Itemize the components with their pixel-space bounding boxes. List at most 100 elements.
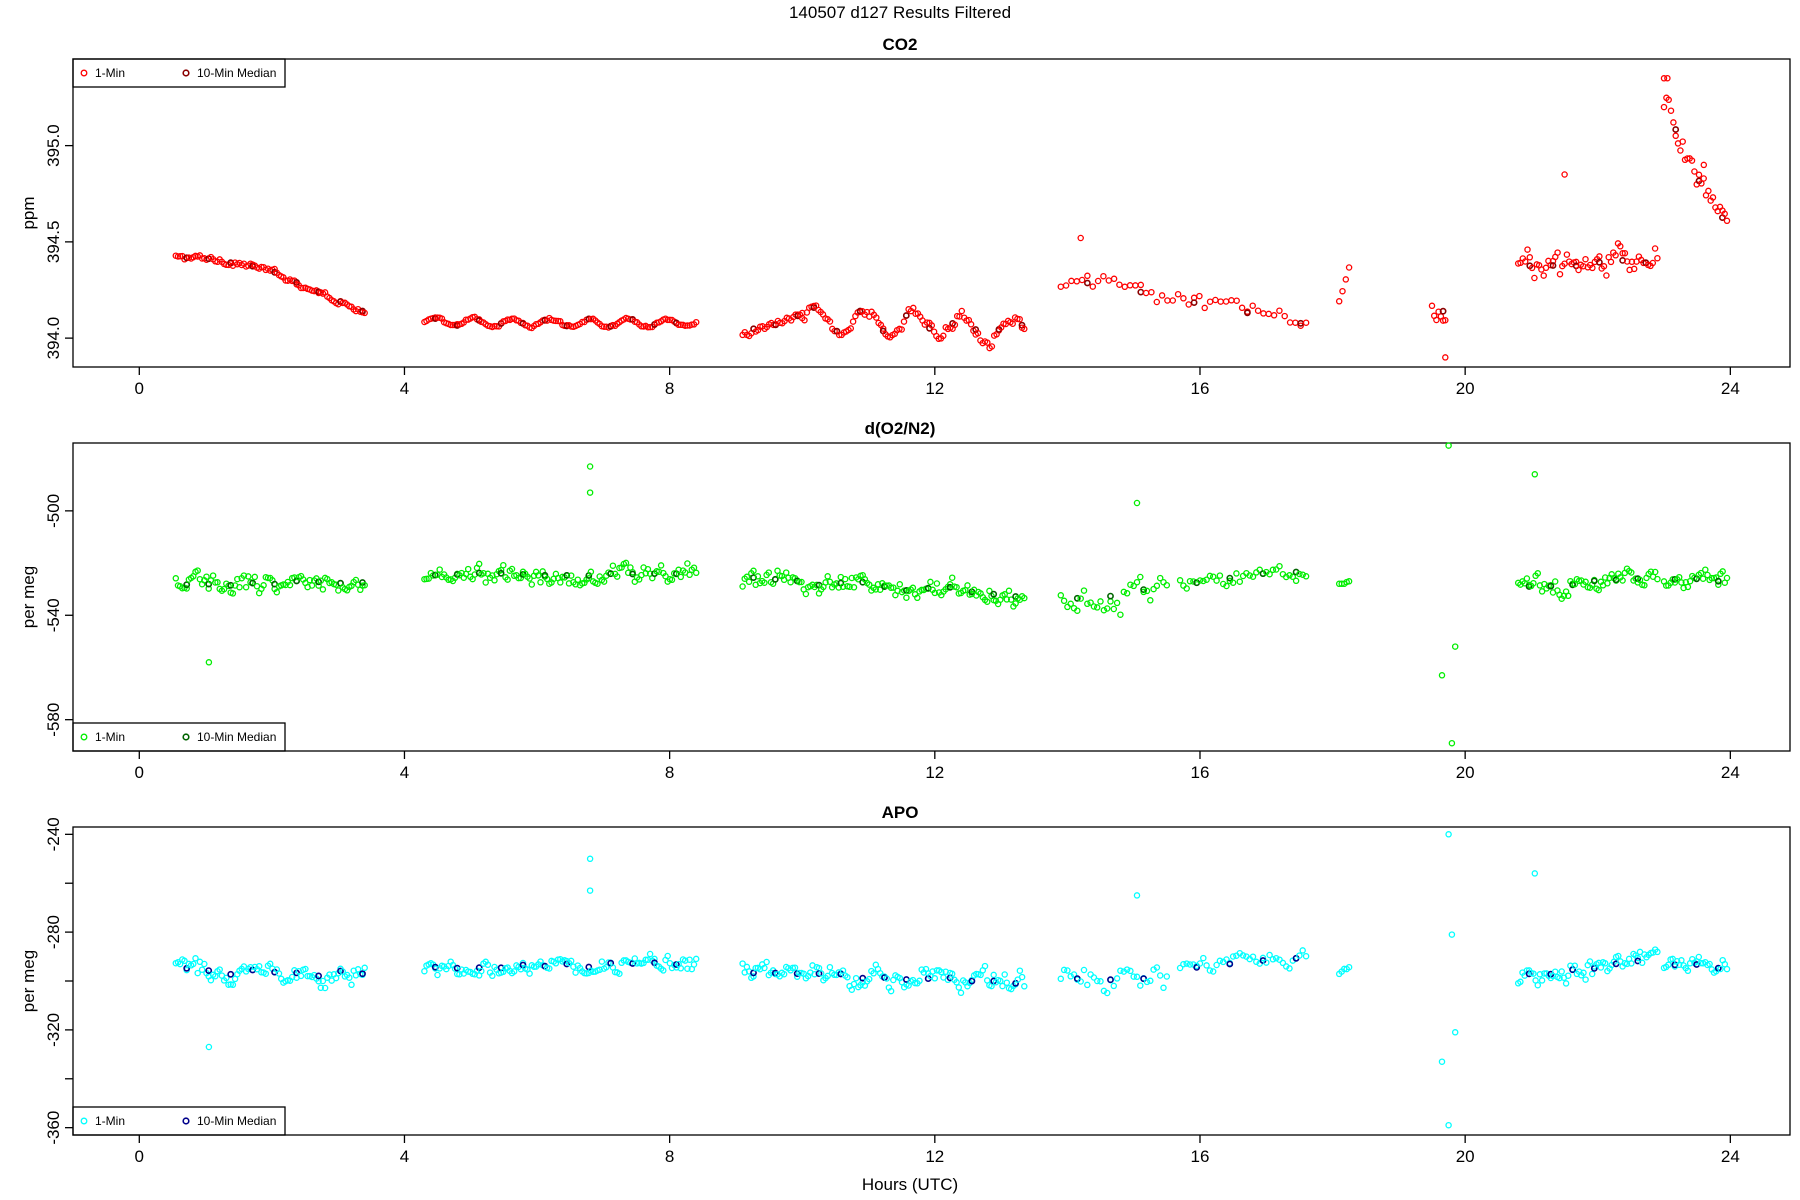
co2-point	[1607, 258, 1615, 266]
co2-legend-box	[72, 58, 286, 88]
apo-point	[1057, 975, 1065, 983]
apo-point	[1163, 973, 1171, 980]
o2n2-point	[1206, 572, 1214, 580]
co2-point	[1688, 157, 1696, 164]
apo-median-point	[968, 977, 976, 985]
o2n2-median-point	[249, 579, 256, 587]
o2n2-point	[1090, 603, 1098, 610]
o2n2-point	[1203, 576, 1210, 583]
apo-point	[1601, 960, 1609, 967]
apo-point	[1223, 956, 1230, 963]
co2-point	[801, 316, 808, 324]
apo-point	[229, 981, 237, 989]
apo-point	[1562, 980, 1570, 987]
co2-point	[1158, 292, 1166, 299]
o2n2-point	[933, 580, 941, 587]
apo-point	[1153, 964, 1161, 971]
apo-point	[361, 964, 368, 972]
co2-point	[1572, 258, 1580, 266]
o2n2-point	[209, 572, 217, 579]
o2n2-point	[872, 586, 880, 593]
o2n2-point	[528, 581, 536, 588]
apo-point	[1654, 948, 1661, 956]
apo-point	[288, 973, 296, 981]
o2n2-point	[824, 573, 831, 580]
o2n2-point	[914, 594, 921, 602]
apo-legend-box	[72, 1106, 286, 1136]
legend-apo: 1-Min 10-Min Median	[72, 1106, 286, 1136]
o2n2-point	[848, 574, 856, 582]
apo-point	[1628, 960, 1635, 967]
o2n2-point	[1117, 611, 1124, 618]
apo-point	[317, 984, 325, 992]
apo-point	[1180, 960, 1187, 968]
plot-frame-o2n2	[72, 442, 1791, 752]
co2-y-tick-label-2: 395.0	[44, 124, 63, 167]
o2n2-outlier-point	[1531, 471, 1539, 478]
co2-point	[1345, 264, 1353, 271]
o2n2-point	[1123, 590, 1131, 597]
apo-point	[1571, 962, 1579, 969]
apo-point	[1196, 960, 1204, 967]
o2n2-point	[1680, 584, 1687, 592]
co2-point	[1667, 107, 1675, 114]
co2-point	[1665, 96, 1672, 104]
o2n2-median-point	[1226, 574, 1234, 582]
o2n2-point	[1060, 597, 1068, 605]
apo-point	[598, 958, 606, 965]
apo-x-tick-label-1: 4	[400, 1147, 409, 1166]
o2n2-median-point	[1547, 582, 1555, 590]
apo-point	[434, 971, 441, 979]
o2n2-point	[286, 581, 294, 589]
o2n2-point	[1156, 574, 1164, 582]
o2n2-point	[668, 576, 676, 584]
co2-point	[1679, 138, 1686, 145]
co2-point	[1233, 297, 1240, 304]
apo-point	[1536, 971, 1544, 978]
apo-point	[690, 961, 698, 968]
co2-x-tick-label-0: 0	[135, 379, 144, 398]
apo-point	[1097, 978, 1104, 985]
o2n2-outlier-point	[1438, 672, 1446, 679]
o2n2-point	[1678, 579, 1685, 586]
apo-point	[346, 974, 353, 981]
apo-legend-swatch-1min	[80, 1117, 88, 1125]
o2n2-median-point	[1073, 594, 1081, 602]
o2n2-point	[686, 571, 693, 579]
o2n2-point	[1196, 577, 1204, 584]
co2-point	[1302, 319, 1310, 326]
co2-point	[1212, 296, 1219, 304]
o2n2-point	[796, 578, 803, 586]
apo-point	[478, 967, 485, 975]
co2-point	[1721, 210, 1728, 218]
o2n2-point	[1601, 574, 1609, 581]
apo-y-tick-label-3: -360	[44, 1111, 63, 1145]
apo-point	[826, 963, 834, 971]
o2n2-point	[236, 583, 243, 591]
o2n2-point	[846, 583, 853, 591]
apo-point	[865, 975, 873, 983]
apo-point	[789, 964, 797, 972]
o2n2-point	[948, 574, 956, 581]
o2n2-median-point	[771, 576, 779, 583]
apo-point	[1597, 964, 1605, 971]
o2n2-median-point	[183, 581, 191, 589]
apo-median-point	[859, 974, 867, 982]
apo-point	[684, 965, 691, 972]
o2n2-point	[587, 568, 595, 576]
o2n2-point	[1100, 606, 1108, 614]
o2n2-point	[1209, 573, 1217, 580]
apo-point	[192, 955, 199, 962]
co2-point	[1265, 310, 1272, 318]
o2n2-point	[194, 567, 201, 574]
apo-point	[1239, 952, 1247, 959]
apo-point	[1706, 960, 1713, 968]
co2-point	[1126, 282, 1134, 289]
co2-point	[1110, 275, 1118, 283]
co2-point	[1276, 307, 1283, 314]
o2n2-point	[1200, 577, 1207, 585]
o2n2-point	[657, 562, 665, 569]
o2n2-point	[1176, 577, 1184, 584]
apo-median-point	[315, 972, 322, 980]
co2-point	[258, 263, 265, 271]
